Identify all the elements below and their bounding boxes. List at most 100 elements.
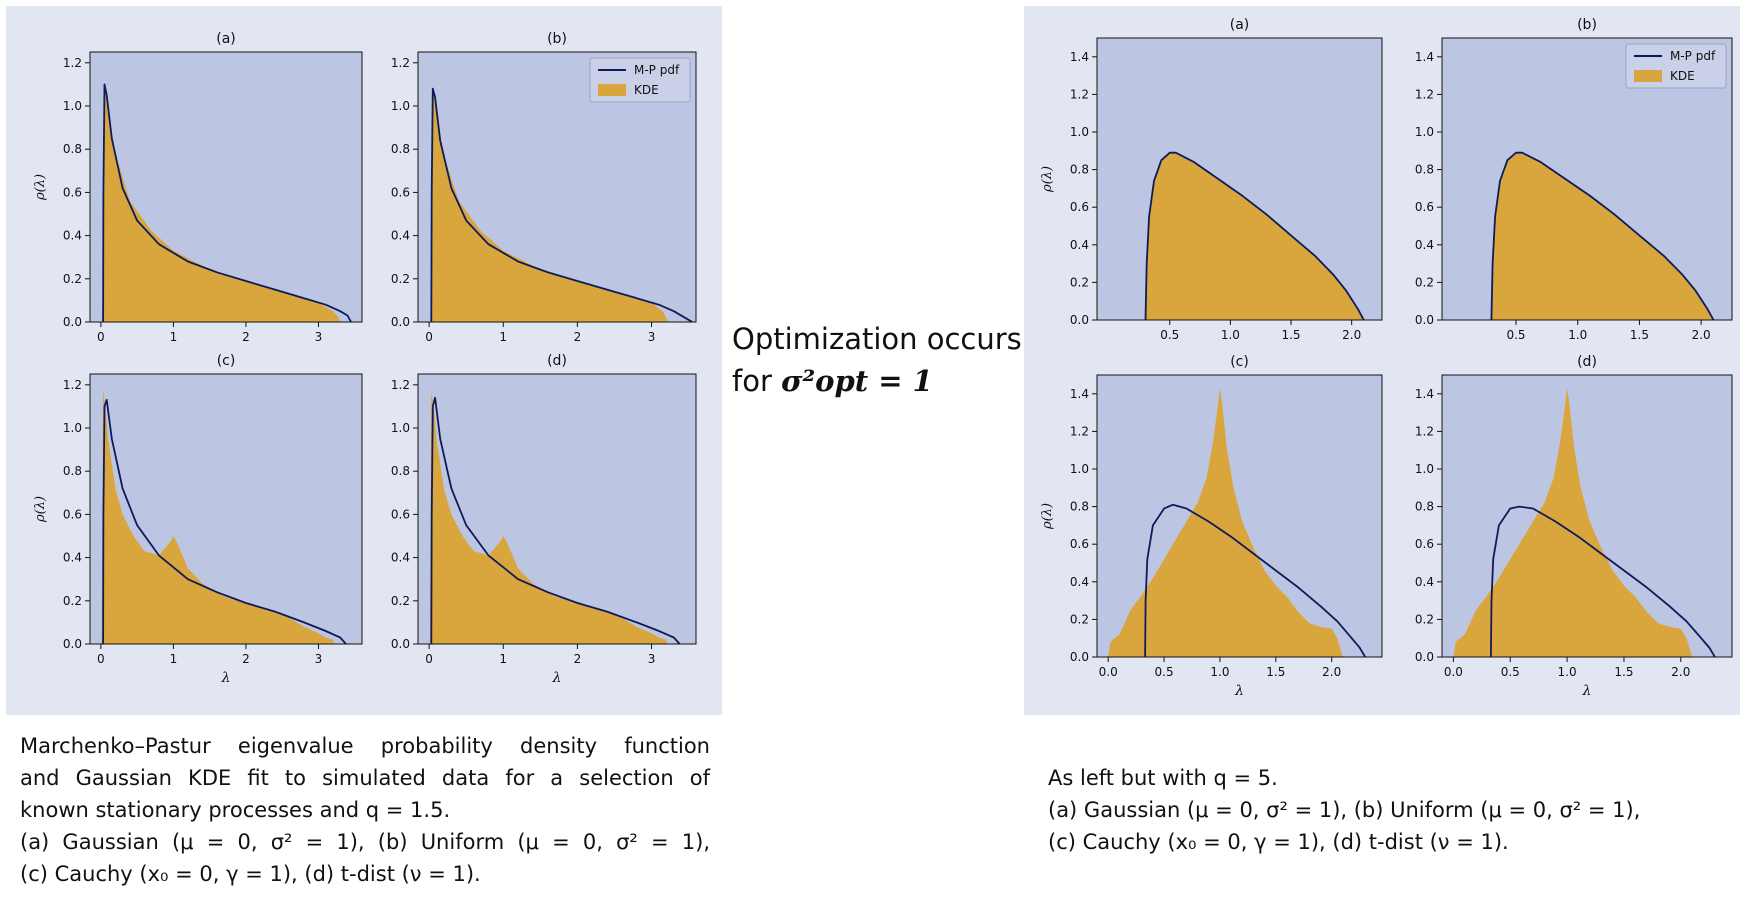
series-mp-pdf-line	[430, 87, 693, 322]
x-tick-label: 1.0	[1221, 328, 1240, 342]
panel-title: (c)	[1230, 354, 1249, 370]
x-tick-label: 0.5	[1160, 328, 1179, 342]
x-tick-label: 1	[170, 330, 178, 344]
y-axis-label: ρ(λ)	[33, 174, 48, 201]
x-tick-label: 3	[315, 652, 323, 666]
optimization-note-line2: for σ²opt = 1	[732, 360, 1022, 402]
y-tick-label: 1.0	[1415, 462, 1434, 476]
x-tick-label: 2	[242, 330, 250, 344]
panel-left-a: 0 1 2 3 0.0 0.2 0.4 0.6 0.8 1.0 1.2 (a) ρ(λ)	[33, 31, 363, 344]
x-axis-label: λ	[552, 670, 562, 686]
series-kde-area	[430, 93, 668, 322]
y-tick-label: 1.4	[1415, 50, 1434, 64]
caption-left: Marchenko–Pastur eigenvalue probability …	[20, 730, 710, 890]
x-tick-label: 1.0	[1210, 665, 1229, 679]
y-tick-label: 0.4	[1415, 238, 1434, 252]
y-tick-label: 1.0	[63, 99, 82, 113]
caption-left-line: known stationary processes and q = 1.5.	[20, 798, 451, 822]
panel-title: (d)	[547, 353, 567, 369]
y-tick-label: 1.2	[391, 56, 410, 70]
series-mp-pdf-line	[102, 399, 347, 644]
series-mp-pdf-line	[1490, 151, 1715, 320]
plot-body	[430, 87, 693, 322]
y-axis-label: ρ(λ)	[1040, 503, 1055, 530]
caption-right: As left but with q = 5. (a) Gaussian (μ …	[1048, 762, 1738, 858]
y-tick-label: 1.0	[1070, 462, 1089, 476]
y-tick-label: 1.0	[1415, 125, 1434, 139]
legend-swatch-area	[1634, 70, 1662, 82]
series-kde-area	[101, 389, 335, 644]
plot-frame	[417, 373, 697, 645]
caption-right-line: (c) Cauchy (x₀ = 0, γ = 1), (d) t-dist (…	[1048, 830, 1509, 854]
x-tick-label: 0	[97, 330, 105, 344]
panel-right-b: 0.5 1.0 1.5 2.0 0.0 0.2 0.4 0.6 0.8 1.0 1.2 1.4 (b) M…	[1415, 17, 1733, 342]
x-tick-label: 0	[425, 330, 433, 344]
y-tick-label: 1.2	[1415, 424, 1434, 438]
y-tick-label: 0.8	[63, 142, 82, 156]
x-axis-label: λ	[221, 670, 231, 686]
legend-label: M-P pdf	[1670, 49, 1716, 63]
y-tick-label: 0.8	[1070, 500, 1089, 514]
y-tick-label: 0.6	[1415, 537, 1434, 551]
series-mp-pdf-line	[1144, 151, 1365, 320]
x-tick-label: 0.5	[1155, 665, 1174, 679]
x-tick-label: 1.0	[1558, 665, 1577, 679]
y-tick-label: 0.8	[1415, 500, 1434, 514]
legend: M-P pdf KDE	[1625, 43, 1727, 89]
y-tick-label: 0.4	[391, 229, 410, 243]
y-tick-label: 0.6	[1415, 200, 1434, 214]
series-kde-area	[1108, 388, 1343, 657]
x-tick-label: 2.0	[1692, 328, 1711, 342]
y-tick-label: 1.0	[63, 421, 82, 435]
y-tick-label: 1.2	[1415, 87, 1434, 101]
y-tick-label: 1.0	[391, 99, 410, 113]
panel-left-b: 0 1 2 3 0.0 0.2 0.4 0.6 0.8 1.0 1.2 (b) M-P pdf KDE	[391, 31, 697, 344]
series-kde-area	[1145, 152, 1364, 320]
y-tick-label: 0.8	[1070, 163, 1089, 177]
y-tick-label: 0.4	[63, 551, 82, 565]
plot-frame	[89, 373, 363, 645]
x-tick-label: 1	[499, 330, 507, 344]
plot-frame	[1441, 374, 1733, 658]
x-tick-label: 0.5	[1501, 665, 1520, 679]
plot-frame	[89, 51, 363, 323]
panel-left-d: 0 1 2 3 0.0 0.2 0.4 0.6 0.8 1.0 1.2 (d) λ	[391, 353, 697, 686]
caption-right-line: (a) Gaussian (μ = 0, σ² = 1), (b) Unifor…	[1048, 798, 1641, 822]
y-tick-label: 1.2	[391, 378, 410, 392]
y-tick-label: 0.2	[1415, 275, 1434, 289]
y-tick-label: 0.2	[63, 594, 82, 608]
legend-label: KDE	[634, 83, 659, 97]
y-tick-label: 0.0	[391, 637, 410, 651]
series-kde-area	[1491, 152, 1714, 320]
legend-label: KDE	[1670, 69, 1695, 83]
y-tick-label: 0.4	[1070, 238, 1089, 252]
optimization-note-line1: Optimization occurs	[732, 322, 1022, 356]
optimization-note-prefix: for	[732, 364, 782, 398]
y-tick-label: 1.4	[1070, 387, 1089, 401]
y-tick-label: 0.8	[391, 142, 410, 156]
x-axis-label: λ	[1582, 683, 1592, 699]
y-tick-label: 0.0	[1415, 313, 1434, 327]
y-tick-label: 0.6	[391, 185, 410, 199]
y-tick-label: 0.2	[1070, 612, 1089, 626]
y-tick-label: 0.6	[63, 185, 82, 199]
x-tick-label: 1	[499, 652, 507, 666]
series-kde-area	[1453, 388, 1693, 657]
y-tick-label: 1.4	[1070, 50, 1089, 64]
plot-frame	[1096, 374, 1383, 658]
y-tick-label: 0.0	[1415, 650, 1434, 664]
y-axis-label: ρ(λ)	[1040, 166, 1055, 193]
caption-left-line: (c) Cauchy (x₀ = 0, γ = 1), (d) t-dist (…	[20, 862, 481, 886]
x-tick-label: 1	[170, 652, 178, 666]
x-tick-label: 3	[648, 330, 656, 344]
plot-body	[1453, 388, 1716, 657]
panel-right-c: 0.0 0.5 1.0 1.5 2.0 0.0 0.2 0.4 0.6 0.8 1.0 1.2 1.4 (…	[1040, 354, 1383, 699]
y-axis-label: ρ(λ)	[33, 496, 48, 523]
x-tick-label: 0	[425, 652, 433, 666]
series-kde-area	[429, 393, 668, 644]
y-tick-label: 0.8	[1415, 163, 1434, 177]
optimization-note: Optimization occurs for σ²opt = 1	[732, 318, 1022, 402]
y-tick-label: 0.4	[1070, 575, 1089, 589]
series-kde-area	[102, 88, 341, 322]
x-tick-label: 1.5	[1614, 665, 1633, 679]
